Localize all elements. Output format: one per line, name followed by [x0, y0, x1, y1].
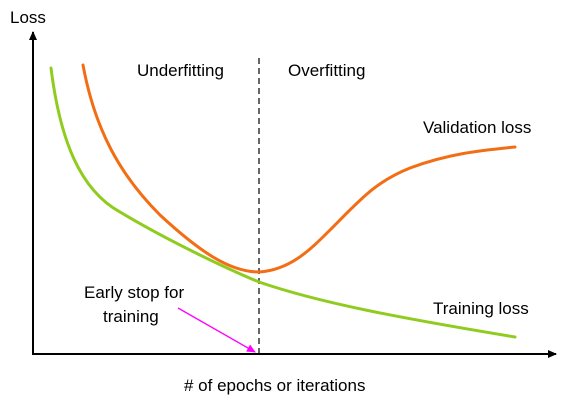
validation-loss-curve: [81, 63, 517, 274]
training-loss-label: Training loss: [433, 299, 529, 318]
underfitting-label: Underfitting: [137, 61, 224, 80]
validation-loss-label: Validation loss: [423, 118, 531, 137]
training-loss-curve: [49, 66, 517, 339]
y-axis-label: Loss: [10, 8, 46, 27]
early-stop-arrow: [177, 307, 256, 353]
overfitting-label: Overfitting: [288, 61, 365, 80]
early-stop-label-line2: training: [103, 307, 159, 326]
early-stop-label-line1: Early stop for: [84, 283, 184, 302]
x-axis-label: # of epochs or iterations: [184, 376, 365, 395]
